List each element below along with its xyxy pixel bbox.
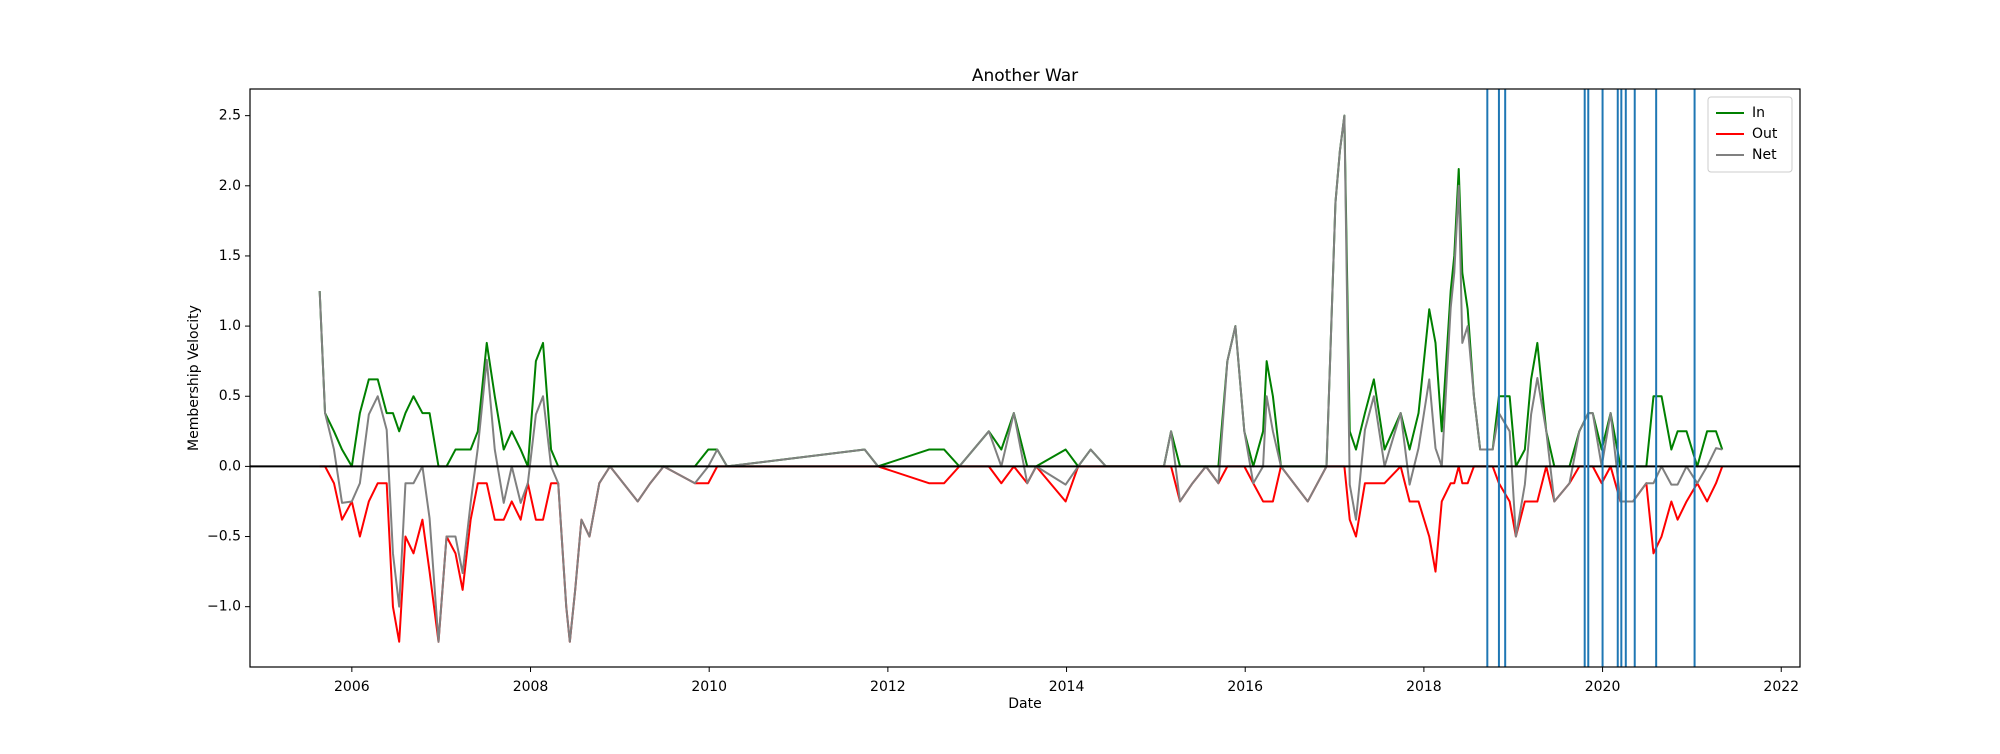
legend-label: In (1752, 105, 1765, 121)
x-tick-label: 2020 (1585, 679, 1621, 695)
x-tick-label: 2022 (1763, 679, 1799, 695)
legend-label: Out (1752, 126, 1778, 142)
x-tick-label: 2012 (870, 679, 906, 695)
chart-title: Another War (972, 66, 1078, 86)
legend-label: Net (1752, 147, 1777, 163)
series-line (318, 114, 1724, 468)
y-tick-label: 0.0 (219, 458, 241, 474)
y-tick-label: 0.5 (219, 388, 241, 404)
x-tick-label: 2008 (513, 679, 549, 695)
series-line (319, 465, 1724, 643)
x-tick-label: 2010 (691, 679, 727, 695)
y-tick-label: 1.0 (219, 318, 241, 334)
x-tick-label: 2006 (334, 679, 370, 695)
plot-area (250, 89, 1800, 667)
legend-box (1707, 96, 1793, 173)
y-tick-label: 2.0 (219, 178, 241, 194)
y-tick-label: −0.5 (207, 529, 241, 545)
y-axis-label: Membership Velocity (186, 305, 202, 451)
x-tick-label: 2016 (1227, 679, 1263, 695)
series-line (318, 114, 1723, 643)
y-tick-label: −1.0 (207, 599, 241, 615)
x-tick-label: 2018 (1406, 679, 1442, 695)
y-tick-label: 2.5 (219, 108, 241, 124)
x-tick-label: 2014 (1049, 679, 1085, 695)
y-tick-label: 1.5 (219, 248, 241, 264)
plot-frame (249, 88, 1801, 668)
x-axis-label: Date (1008, 696, 1041, 712)
